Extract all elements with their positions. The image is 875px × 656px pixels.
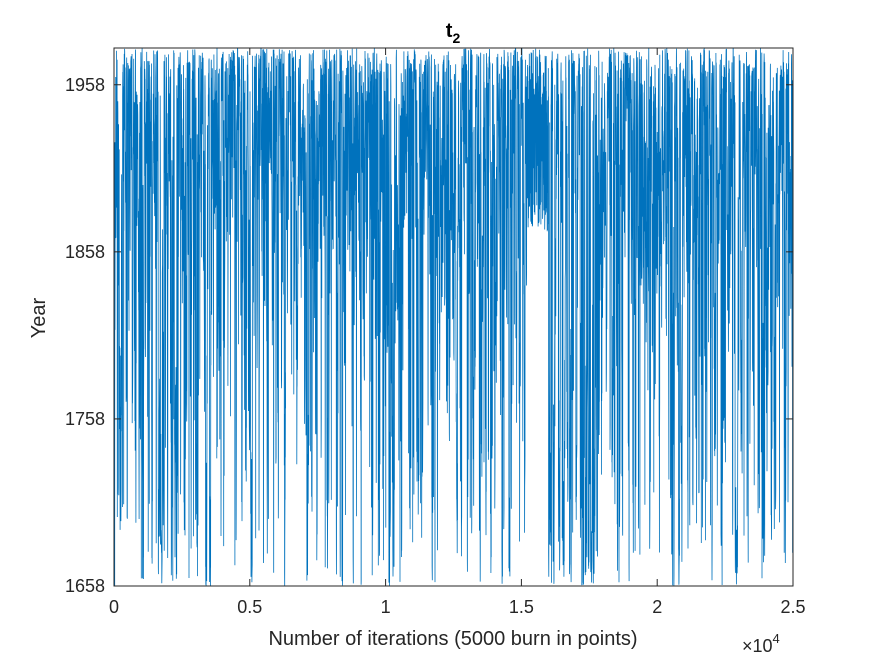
y-axis: 1658 1758 1858 1958 [65, 75, 793, 596]
chart-title-subscript: 2 [452, 30, 460, 46]
x-axis-label: Number of iterations (5000 burn in point… [268, 628, 637, 650]
chart-title: t2 [446, 20, 461, 46]
x-tick-label: 1 [381, 597, 391, 617]
x-axis-exponent: ×104 [742, 631, 780, 656]
plot-frame [113, 47, 794, 587]
y-tick-label: 1858 [65, 242, 105, 262]
y-axis-label: Year [28, 297, 50, 338]
y-tick-label: 1758 [65, 409, 105, 429]
trace-line-group [114, 48, 793, 586]
x-tick-label: 2 [652, 597, 662, 617]
y-tick-label: 1658 [65, 576, 105, 596]
y-tick-label: 1958 [65, 75, 105, 95]
x-tick-label: 0 [109, 597, 119, 617]
x-axis: 0 0.5 1 1.5 2 2.5 [109, 48, 806, 617]
x-tick-label: 2.5 [780, 597, 805, 617]
x-tick-label: 1.5 [509, 597, 534, 617]
trace-series-line [114, 48, 793, 586]
x-tick-label: 0.5 [237, 597, 262, 617]
